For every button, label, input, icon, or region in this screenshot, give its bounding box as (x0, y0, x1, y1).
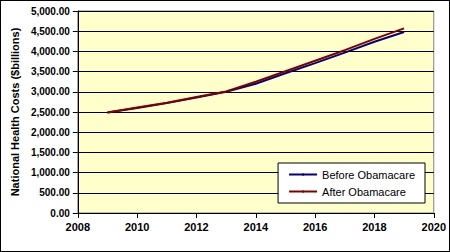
svg-text:3,000.00: 3,000.00 (31, 86, 70, 97)
svg-text:2014: 2014 (244, 221, 269, 233)
svg-text:2018: 2018 (362, 221, 386, 233)
svg-text:2,500.00: 2,500.00 (31, 107, 70, 118)
svg-text:2016: 2016 (303, 221, 327, 233)
svg-text:National Health Costs ($billio: National Health Costs ($billions) (9, 27, 21, 196)
svg-text:4,000.00: 4,000.00 (31, 46, 70, 57)
svg-text:2010: 2010 (125, 221, 149, 233)
svg-text:2020: 2020 (422, 221, 446, 233)
svg-text:1,500.00: 1,500.00 (31, 147, 70, 158)
svg-text:2,000.00: 2,000.00 (31, 127, 70, 138)
svg-text:500.00: 500.00 (39, 187, 70, 198)
svg-text:Before Obamacare: Before Obamacare (322, 169, 415, 181)
svg-text:1,000.00: 1,000.00 (31, 167, 70, 178)
svg-text:2012: 2012 (184, 221, 208, 233)
svg-text:4,500.00: 4,500.00 (31, 26, 70, 37)
svg-text:0.00: 0.00 (50, 208, 70, 219)
svg-text:3,500.00: 3,500.00 (31, 66, 70, 77)
svg-text:5,000.00: 5,000.00 (31, 6, 70, 17)
svg-text:After Obamacare: After Obamacare (322, 186, 406, 198)
svg-text:2008: 2008 (66, 221, 90, 233)
